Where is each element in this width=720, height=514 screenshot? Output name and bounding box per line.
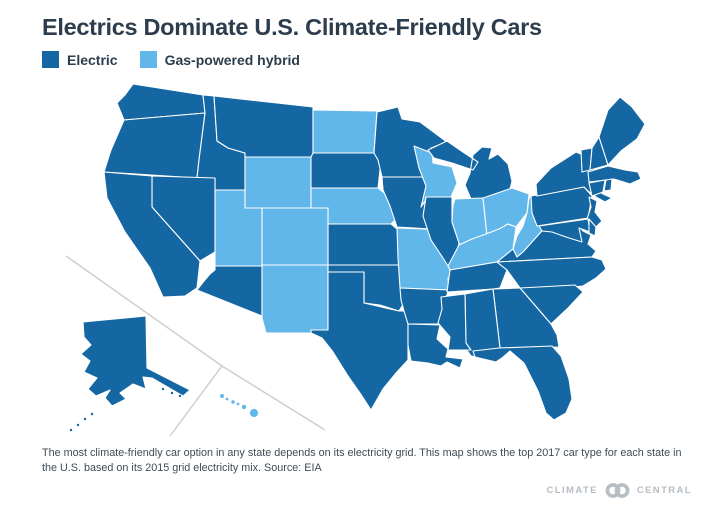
- state-nd: [312, 109, 378, 154]
- electric-swatch: [42, 51, 59, 68]
- state-hi-island: [236, 402, 240, 406]
- state-de: [588, 218, 597, 237]
- state-ct: [588, 179, 606, 197]
- state-hi-island: [250, 409, 258, 417]
- state-wy: [244, 156, 312, 209]
- inset-divider: [65, 255, 223, 367]
- legend-label-electric: Electric: [67, 51, 118, 68]
- state-tx: [310, 271, 409, 411]
- state-ak-island: [170, 391, 174, 395]
- state-sd: [310, 152, 382, 189]
- hybrid-swatch: [139, 51, 157, 68]
- rings-icon: [605, 483, 630, 498]
- state-ak-island: [76, 423, 80, 427]
- state-ak-island: [178, 394, 182, 398]
- state-nc: [496, 256, 607, 290]
- state-hi-island: [225, 397, 229, 401]
- state-hi-island: [241, 404, 247, 410]
- legend: Electric Gas-powered hybrid: [42, 51, 300, 68]
- state-ak: [80, 315, 191, 407]
- legend-item-electric: Electric: [42, 51, 118, 68]
- legend-label-hybrid: Gas-powered hybrid: [164, 51, 300, 68]
- legend-item-hybrid: Gas-powered hybrid: [139, 51, 300, 68]
- state-az: [196, 265, 263, 317]
- state-ms: [437, 293, 472, 351]
- state-me: [598, 96, 646, 166]
- state-ak-island: [161, 387, 165, 391]
- state-ri: [603, 178, 613, 192]
- caption: The most climate-friendly car option in …: [42, 447, 682, 474]
- state-co: [261, 207, 329, 266]
- state-la: [407, 323, 464, 369]
- state-hi-island: [220, 394, 224, 398]
- state-ak-island: [90, 412, 94, 416]
- state-mt: [213, 95, 314, 158]
- state-or: [103, 112, 206, 179]
- state-ak-island: [83, 417, 87, 421]
- page-title: Electrics Dominate U.S. Climate-Friendly…: [42, 14, 542, 40]
- brand-climate-text: CLIMATE: [546, 485, 598, 496]
- state-ks: [327, 223, 400, 266]
- state-ak-island: [69, 428, 73, 432]
- climate-central-logo: CLIMATE CENTRAL: [547, 482, 693, 499]
- inset-divider: [169, 365, 223, 437]
- state-ca: [103, 171, 201, 298]
- inset-divider: [221, 365, 326, 431]
- state-hi-island: [231, 400, 235, 404]
- brand-central-text: CENTRAL: [636, 485, 692, 496]
- state-nm: [261, 264, 329, 334]
- state-fl: [472, 345, 573, 421]
